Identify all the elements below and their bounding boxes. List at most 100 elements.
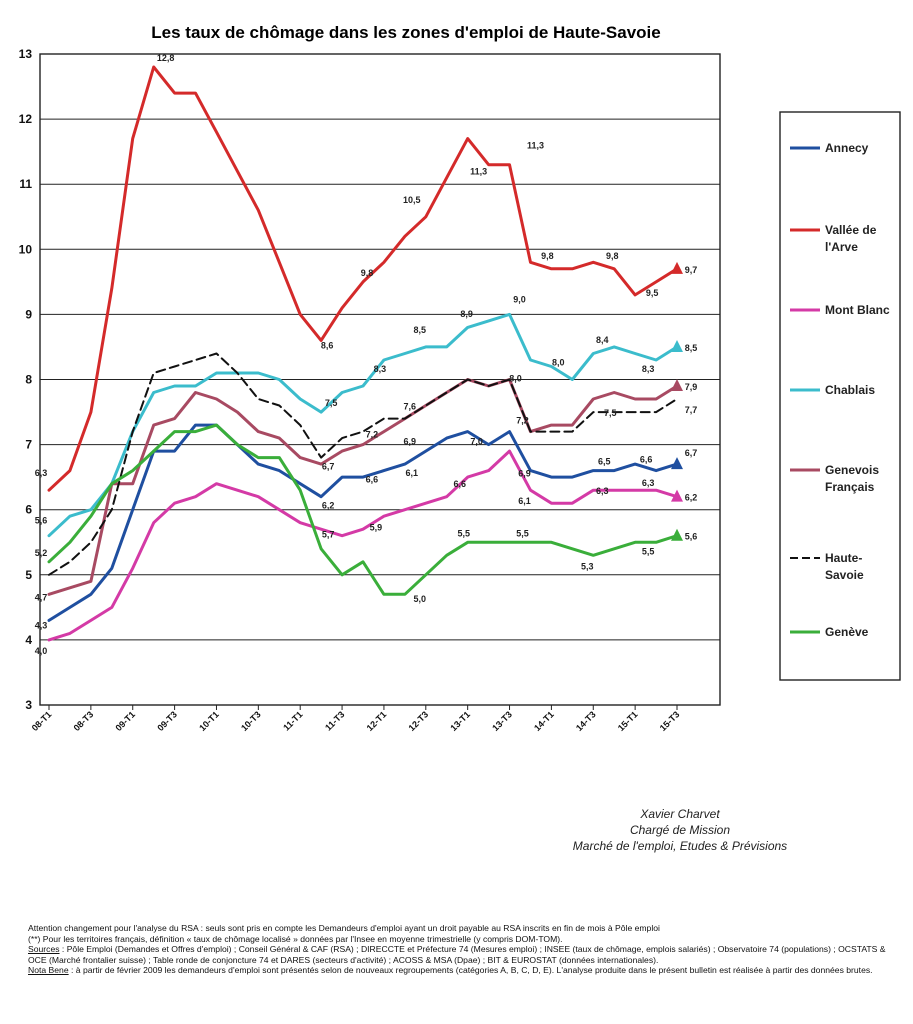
data-label: 8,5 xyxy=(685,343,698,353)
chart-title: Les taux de chômage dans les zones d'emp… xyxy=(151,23,660,42)
data-label: 5,5 xyxy=(516,528,529,538)
series-line-haute-savoie xyxy=(48,352,678,576)
data-label: 4,0 xyxy=(35,646,48,656)
series-line-geneve xyxy=(47,423,679,596)
x-tick-label: 11-T3 xyxy=(323,709,346,732)
x-tick-label: 15-T3 xyxy=(658,709,682,733)
data-label: 6,2 xyxy=(322,501,335,511)
chart: Les taux de chômage dans les zones d'emp… xyxy=(19,23,901,733)
end-marker-geneve xyxy=(671,528,683,541)
legend-label: Annecy xyxy=(825,141,869,155)
x-tick-label: 09-T1 xyxy=(113,709,137,733)
x-tick-label: 08-T1 xyxy=(30,709,54,733)
y-tick-label: 9 xyxy=(25,307,32,321)
series-line-vallee-de-l-arve xyxy=(47,65,679,492)
x-tick-label: 10-T3 xyxy=(239,709,263,733)
data-label: 8,9 xyxy=(460,309,473,319)
end-marker-vallee-de-l-arve xyxy=(671,261,683,274)
nota-label: Nota Bene xyxy=(28,965,69,976)
sources-text: : Pôle Emploi (Demandes et Offres d'empl… xyxy=(28,944,886,965)
data-label: 5,9 xyxy=(370,523,383,533)
sources-label: Sources xyxy=(28,944,60,955)
series-line-chablais xyxy=(47,312,679,538)
data-label: 9,8 xyxy=(606,251,619,261)
data-label: 6,9 xyxy=(518,469,531,479)
signature-block: Xavier Charvet Chargé de Mission Marché … xyxy=(520,806,840,854)
footnote-definition: (**) Pour les territoires français, défi… xyxy=(28,933,563,944)
data-label: 12,8 xyxy=(157,53,175,63)
data-label: 7,5 xyxy=(604,408,617,418)
y-tick-label: 3 xyxy=(25,698,32,712)
data-label: 6,1 xyxy=(518,496,531,506)
data-labels: 12,8 6,3 8,6 9,8 10,5 11,3 11,3 9,8 9,8 9,5 9,7 5,6… xyxy=(35,53,698,656)
data-label: 6,3 xyxy=(35,468,48,478)
data-label: 5,0 xyxy=(414,594,427,604)
data-label: 5,6 xyxy=(35,516,48,526)
x-tick-label: 14-T3 xyxy=(574,709,598,733)
legend-label: Genevois xyxy=(825,463,879,477)
y-tick-label: 7 xyxy=(25,438,32,452)
data-label: 6,3 xyxy=(596,486,609,496)
x-tick-label: 14-T1 xyxy=(532,709,556,733)
legend: Annecy Vallée de l'Arve Mont Blanc Chablais G… xyxy=(779,111,901,681)
data-label: 7,2 xyxy=(366,430,379,440)
data-label: 9,8 xyxy=(541,251,554,261)
data-label: 7,9 xyxy=(685,382,698,392)
data-label: 11,3 xyxy=(470,167,487,177)
data-label: 6,7 xyxy=(322,462,335,472)
gridlines xyxy=(39,53,721,706)
x-tick-label: 13-T3 xyxy=(490,709,514,733)
y-tick-label: 6 xyxy=(25,503,32,517)
data-label: 6,7 xyxy=(685,448,698,458)
data-label: 5,7 xyxy=(322,530,335,540)
data-label: 7,7 xyxy=(685,405,698,415)
y-tick-label: 5 xyxy=(25,568,32,582)
data-label: 6,5 xyxy=(598,457,611,467)
data-label: 6,2 xyxy=(685,493,698,503)
footnote-nota-bene: Nota Bene : à partir de février 2009 les… xyxy=(28,965,888,976)
series-line-genevois-francais xyxy=(47,378,679,596)
data-label: 7,0 xyxy=(470,437,483,447)
end-marker-chablais xyxy=(671,339,683,352)
data-label: 5,5 xyxy=(457,528,470,538)
y-tick-label: 4 xyxy=(25,633,32,647)
footnote-sources: Sources : Pôle Emploi (Demandes et Offre… xyxy=(28,944,888,965)
data-label: 11,3 xyxy=(527,141,544,151)
end-marker-genevois-francais xyxy=(671,379,683,392)
x-tick-label: 12-T3 xyxy=(407,709,431,733)
data-label: 4,3 xyxy=(35,620,48,630)
data-label: 8,0 xyxy=(552,358,565,368)
y-tick-label: 13 xyxy=(19,47,33,61)
x-tick-label: 08-T3 xyxy=(72,709,96,733)
data-label: 9,5 xyxy=(646,288,659,298)
data-label: 8,3 xyxy=(642,364,655,374)
x-tick-label: 09-T3 xyxy=(155,709,179,733)
signature-department: Marché de l'emploi, Etudes & Prévisions xyxy=(572,839,788,853)
data-label: 4,7 xyxy=(35,592,48,602)
data-label: 8,3 xyxy=(374,364,387,374)
nota-text: : à partir de février 2009 les demandeur… xyxy=(68,965,873,976)
data-label: 5,3 xyxy=(581,561,594,571)
data-label: 8,0 xyxy=(509,374,522,384)
data-label: 9,7 xyxy=(685,265,698,275)
legend-label: Chablais xyxy=(825,383,875,397)
data-label: 6,9 xyxy=(404,437,417,447)
series-line-mont-blanc xyxy=(47,449,679,642)
legend-label: Genève xyxy=(825,625,869,639)
end-marker-mont-blanc xyxy=(671,489,683,502)
legend-label: Français xyxy=(825,480,875,494)
x-tick-label: 13-T1 xyxy=(448,709,472,733)
data-label: 6,6 xyxy=(366,475,379,485)
x-tick-label: 15-T1 xyxy=(616,709,640,733)
data-label: 10,5 xyxy=(403,195,421,205)
x-tick-label: 12-T1 xyxy=(365,709,389,733)
signature-name: Xavier Charvet xyxy=(640,807,720,821)
data-label: 9,0 xyxy=(513,294,526,304)
data-label: 5,5 xyxy=(642,546,655,556)
data-label: 9,8 xyxy=(361,268,374,278)
legend-label: Savoie xyxy=(825,568,864,582)
data-label: 8,6 xyxy=(321,340,334,350)
footnote-attention: Attention changement pour l'analyse du R… xyxy=(28,923,660,933)
legend-label: Haute- xyxy=(825,551,862,565)
data-label: 6,6 xyxy=(640,455,653,465)
